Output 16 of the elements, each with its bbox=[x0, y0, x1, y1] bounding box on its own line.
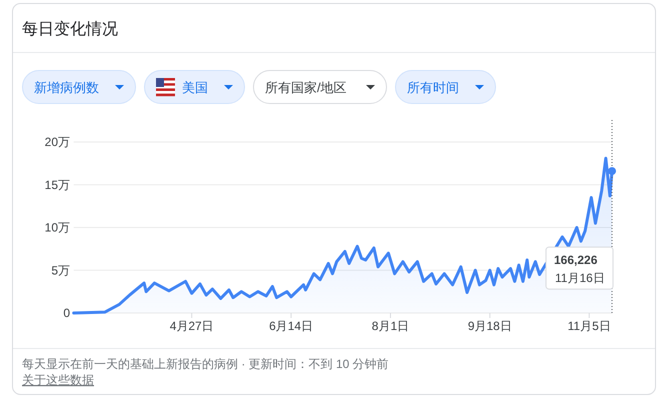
x-tick-label: 4月27日 bbox=[170, 319, 214, 333]
annotation: 11月16日 bbox=[555, 271, 605, 286]
tooltip: 166,226 11月16日 bbox=[546, 246, 614, 290]
y-tick-label: 5万 bbox=[51, 263, 70, 278]
annotation: 166,226 bbox=[554, 253, 598, 268]
x-tick-label: 9月18日 bbox=[468, 319, 512, 333]
x-tick-label: 11月5日 bbox=[568, 319, 611, 333]
y-tick-label: 10万 bbox=[44, 220, 70, 234]
y-tick-label: 0 bbox=[63, 306, 70, 320]
x-tick-label: 8月1日 bbox=[372, 319, 410, 333]
y-tick-label: 20万 bbox=[44, 135, 70, 149]
y-tick-label: 15万 bbox=[44, 178, 70, 192]
text: 每天显示在前一天的基础上新报告的病例 · 更新时间：不到 10 分钟前 bbox=[22, 357, 389, 371]
x-tick-label: 6月14日 bbox=[269, 319, 314, 333]
chart-title: 每日变化情况 bbox=[22, 20, 118, 38]
text: 关于这些数据 bbox=[22, 373, 94, 387]
